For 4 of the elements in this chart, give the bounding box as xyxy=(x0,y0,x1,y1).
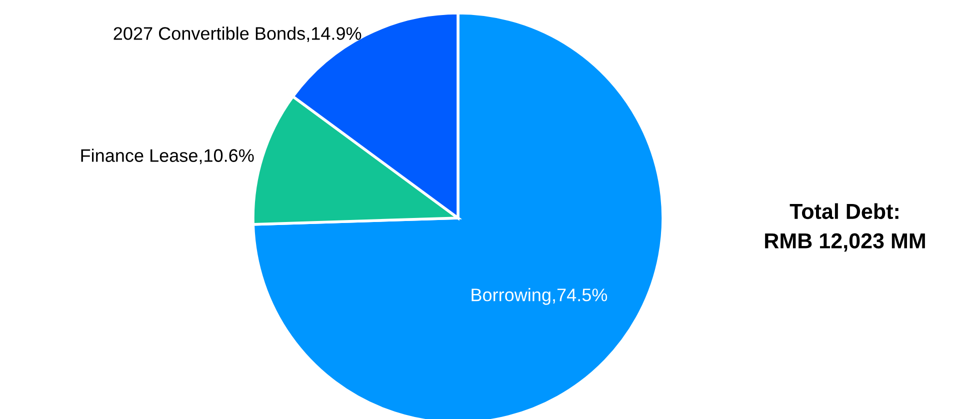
slice-label: Finance Lease,10.6% xyxy=(81,148,254,164)
slice-label: Borrowing,74.5% xyxy=(472,288,608,305)
text: Total Debt: RMB 12,023 MM xyxy=(765,203,925,252)
slice-label: 2027 Convertible Bonds,14.9% xyxy=(114,26,362,42)
